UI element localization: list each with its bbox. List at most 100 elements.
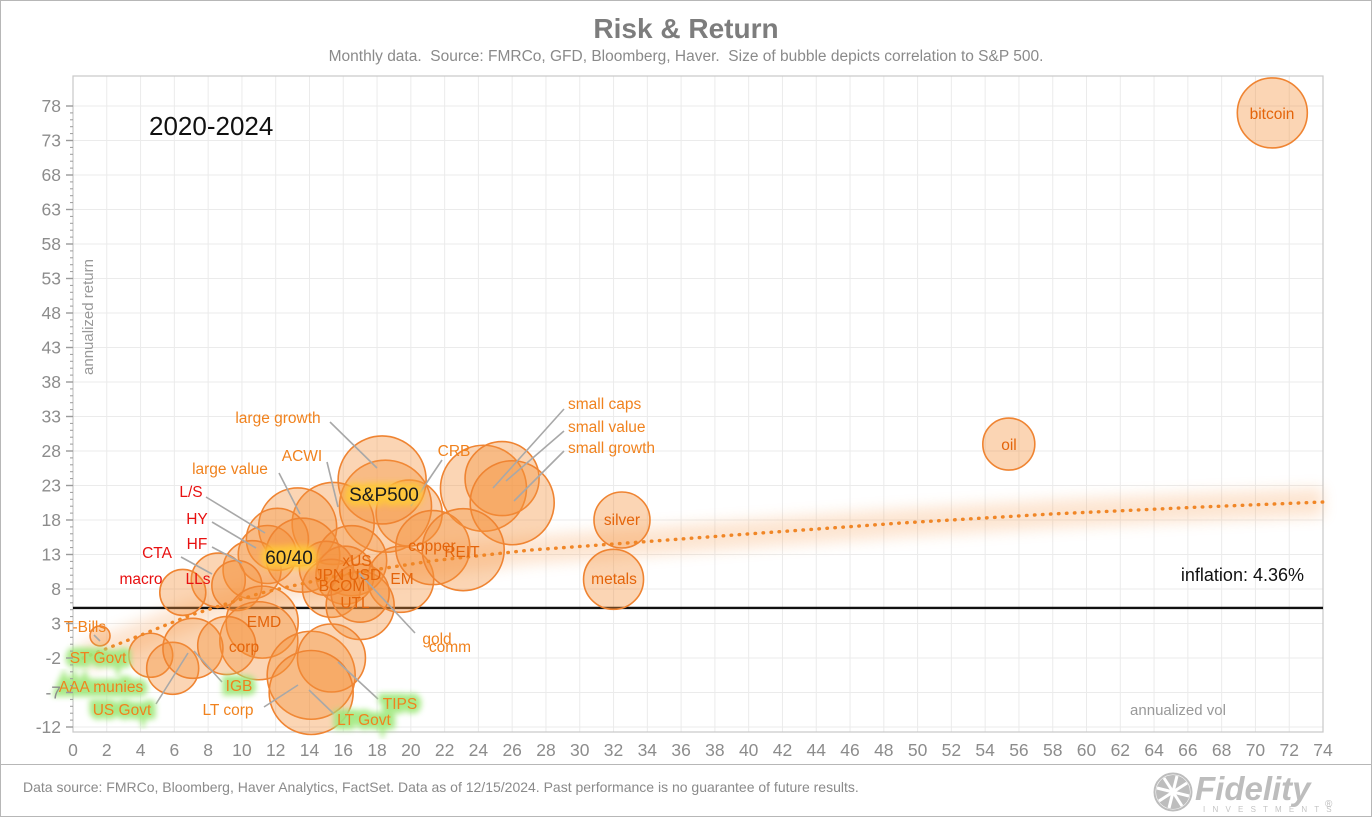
y-tick-label: -7 [45, 683, 61, 703]
brand-name: Fidelity [1195, 770, 1312, 807]
x-tick-label: 38 [705, 740, 724, 760]
y-tick-label: -12 [36, 717, 61, 737]
bubble-corp [219, 600, 299, 681]
x-tick-label: 74 [1313, 740, 1333, 760]
brand-sub: I N V E S T M E N T S [1203, 805, 1334, 814]
label-hy: HY [186, 511, 208, 528]
x-tick-label: 70 [1246, 740, 1266, 760]
fidelity-pinwheel-icon [1153, 772, 1193, 812]
y-tick-label: 53 [42, 269, 61, 289]
bubble-copper [394, 509, 471, 586]
label-large-value: large value [192, 461, 268, 478]
x-tick-label: 42 [773, 740, 792, 760]
leader-large-value [278, 472, 301, 515]
x-tick-label: 60 [1077, 740, 1097, 760]
label-crb: CRB [438, 443, 471, 460]
bubble-em [366, 545, 435, 614]
label-long-short: L/S [179, 484, 202, 501]
footer-disclaimer: Data source: FMRCo, Bloomberg, Haver Ana… [23, 779, 859, 795]
x-tick-label: 36 [671, 740, 690, 760]
y-tick-label: 63 [42, 200, 61, 220]
label-hf: HF [187, 536, 208, 553]
x-tick-label: 26 [502, 740, 521, 760]
x-tick-label: 16 [334, 740, 353, 760]
label-t-bills: T-Bills [64, 619, 106, 636]
x-tick-label: 4 [136, 740, 146, 760]
label-emd: EMD [247, 614, 281, 631]
bubble-tips [296, 623, 367, 693]
label-lt-corp: LT corp [202, 702, 253, 719]
bubble-long-short [245, 507, 310, 572]
leader-gold [358, 572, 416, 634]
leader-crb [410, 459, 443, 507]
fidelity-logo: Fidelity ® I N V E S T M E N T S [1143, 767, 1363, 815]
leader-us-govt [155, 652, 189, 705]
inflation-label: inflation: 4.36% [1180, 565, 1304, 585]
leader-small-growth [513, 450, 565, 502]
label-aaa-munies: AAA munies [59, 679, 144, 696]
label-bitcoin: bitcoin [1250, 106, 1295, 123]
leader-t-bills [93, 634, 101, 642]
label-us-govt: US Govt [93, 702, 152, 719]
x-tick-label: 32 [604, 740, 623, 760]
x-tick-label: 30 [570, 740, 590, 760]
trend-dotted-line [81, 500, 1325, 660]
label-macro: macro [119, 571, 162, 588]
label-small-caps: small caps [568, 396, 641, 413]
page-title: Risk & Return [593, 13, 779, 44]
bubble-comm [330, 563, 390, 623]
x-tick-label: 68 [1212, 740, 1231, 760]
y-tick-label: 68 [42, 165, 61, 185]
bubble-macro [158, 568, 207, 617]
label-bcom: BCOM [319, 578, 366, 595]
y-tick-label: 38 [42, 372, 61, 392]
leader-cta [180, 556, 213, 575]
x-tick-label: 54 [975, 740, 995, 760]
bubble-t-bills [89, 625, 111, 647]
leader-small-caps [492, 408, 565, 489]
x-tick-label: 40 [739, 740, 759, 760]
bubble-hf [222, 539, 282, 600]
bubbles [89, 77, 1309, 736]
y-tick-label: 78 [42, 96, 61, 116]
label-leader-lines [93, 408, 565, 715]
y-tick-label: 28 [42, 441, 61, 461]
label-em: EM [390, 571, 413, 588]
x-tick-label: 2 [102, 740, 112, 760]
y-tick-label: 43 [42, 338, 61, 358]
x-tick-label: 14 [300, 740, 320, 760]
x-tick-label: 20 [401, 740, 421, 760]
y-tick-label: 18 [42, 510, 61, 530]
leader-large-growth [329, 421, 378, 469]
x-tick-label: 64 [1144, 740, 1164, 760]
bubble-gold [298, 540, 355, 597]
plot-border [72, 75, 1324, 733]
x-tick-label: 18 [367, 740, 386, 760]
label-large-growth: large growth [235, 410, 320, 427]
x-tick-label: 52 [942, 740, 961, 760]
label-comm: comm [429, 639, 471, 656]
leader-lt-corp [263, 684, 299, 708]
x-tick-label: 66 [1178, 740, 1197, 760]
x-tick-label: 50 [908, 740, 928, 760]
label-small-value: small value [568, 419, 646, 436]
x-tick-label: 12 [266, 740, 285, 760]
x-tick-label: 22 [435, 740, 454, 760]
label-gold: gold [422, 631, 451, 648]
y-tick-label: 3 [51, 614, 61, 634]
leader-tips [337, 661, 379, 700]
label-tips: TIPS [383, 696, 417, 713]
label-reit: REIT [444, 544, 480, 561]
x-tick-label: 72 [1279, 740, 1298, 760]
label-silver: silver [604, 512, 640, 529]
leader-hy [211, 521, 257, 549]
y-tick-label: 73 [42, 131, 61, 151]
trend-line [81, 500, 1325, 660]
bubble-large-growth [337, 435, 427, 525]
x-tick-label: 62 [1111, 740, 1130, 760]
y-tick-label: 23 [42, 476, 61, 496]
bubble-acwi [291, 481, 375, 566]
label-utl: UTL [340, 595, 370, 612]
